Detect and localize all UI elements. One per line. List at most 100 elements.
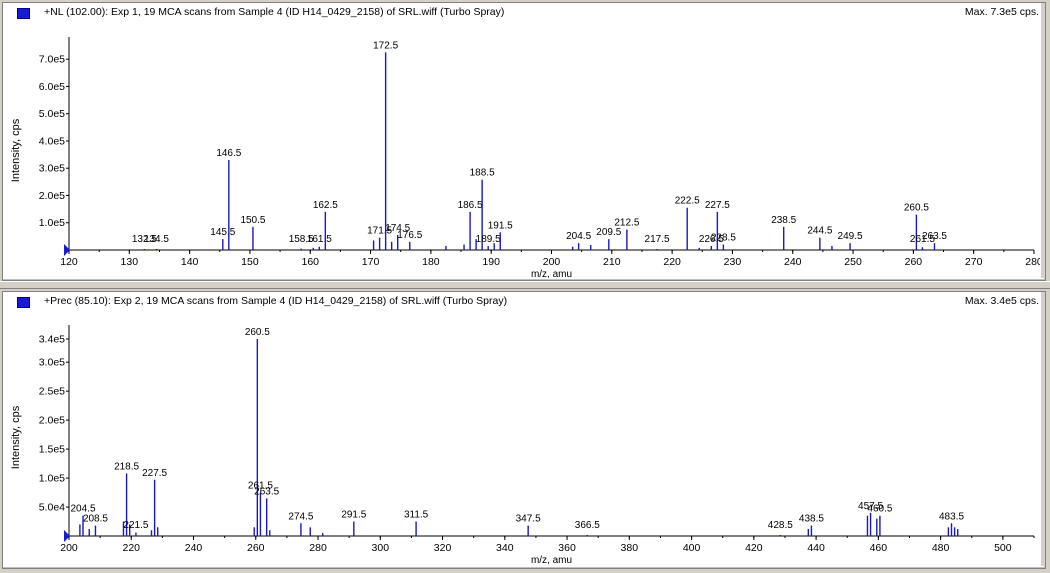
peak-label: 238.5 <box>771 215 796 226</box>
x-tick-label: 150 <box>241 256 259 268</box>
y-tick-label: 2.5e5 <box>39 386 65 398</box>
x-tick-label: 130 <box>121 256 139 268</box>
x-tick-label: 280 <box>309 542 327 554</box>
x-tick-label: 340 <box>496 542 514 554</box>
x-tick-label: 400 <box>683 542 701 554</box>
peak-label: 428.5 <box>768 520 793 531</box>
peak-label: 291.5 <box>341 510 366 521</box>
peak-label: 134.5 <box>144 234 169 245</box>
mass-spectrum-chart-2[interactable]: 200 220 240 260 280 300 320 340 360 380 400 420 440 4… <box>3 292 1043 566</box>
peak-label: 260.5 <box>245 327 270 338</box>
peak-label: 260.5 <box>904 203 929 214</box>
y-tick-label: 4.0e5 <box>39 135 65 147</box>
peak-label: 263.5 <box>254 486 279 497</box>
peak-label: 191.5 <box>488 220 513 231</box>
y-tick-label: 3.0e5 <box>39 357 65 369</box>
peak-label: 438.5 <box>799 514 824 525</box>
baseline-marker-icon[interactable] <box>64 530 70 542</box>
y-axis-title: Intensity, cps <box>10 118 22 182</box>
peak-label: 174.5 <box>385 223 410 234</box>
peak-label: 226.5 <box>699 234 724 245</box>
peak-label: 162.5 <box>313 200 338 211</box>
x-tick-label: 320 <box>434 542 452 554</box>
peak-label: 483.5 <box>939 511 964 522</box>
x-axis-title: m/z, amu <box>531 555 572 566</box>
y-tick-label: 2.0e5 <box>39 415 65 427</box>
x-tick-label: 240 <box>784 256 802 268</box>
x-tick-label: 220 <box>122 542 140 554</box>
x-tick-label: 280 <box>1025 256 1043 268</box>
x-tick-label: 220 <box>663 256 681 268</box>
peak-label: 171.5 <box>367 226 392 237</box>
x-tick-label: 180 <box>422 256 440 268</box>
panel-title: +NL (102.00): Exp 1, 19 MCA scans from S… <box>44 6 505 18</box>
peak-label: 188.5 <box>470 168 495 179</box>
peak-label: 158.5 <box>289 234 314 245</box>
peak-label: 366.5 <box>575 520 600 531</box>
x-tick-label: 160 <box>301 256 319 268</box>
peak-label: 311.5 <box>404 510 429 521</box>
panel-resize-edge[interactable] <box>1040 3 1045 278</box>
peak-label: 228.5 <box>711 233 736 244</box>
peak-label: 244.5 <box>807 226 832 237</box>
x-tick-label: 140 <box>181 256 199 268</box>
spectrum-icon <box>17 8 30 19</box>
baseline-marker-icon[interactable] <box>64 244 70 256</box>
spectrum-icon <box>17 297 30 308</box>
y-tick-label: 1.0e5 <box>39 473 65 485</box>
peak-label: 172.5 <box>373 40 398 51</box>
peak-label: 274.5 <box>288 511 313 522</box>
peak-label: 263.5 <box>922 231 947 242</box>
y-tick-label: 5.0e5 <box>39 108 65 120</box>
peak-label: 176.5 <box>397 230 422 241</box>
x-tick-label: 240 <box>185 542 203 554</box>
peak-label: 227.5 <box>705 200 730 211</box>
x-tick-label: 190 <box>482 256 500 268</box>
peak-label: 208.5 <box>83 514 108 525</box>
peak-label: 249.5 <box>838 231 863 242</box>
x-tick-label: 460 <box>870 542 888 554</box>
peak-label: 189.5 <box>476 234 501 245</box>
peak-label: 209.5 <box>596 227 621 238</box>
peak-label: 221.5 <box>123 520 148 531</box>
peak-label: 217.5 <box>645 234 670 245</box>
x-tick-label: 200 <box>60 542 78 554</box>
max-intensity-label: Max. 3.4e5 cps. <box>964 295 1039 307</box>
spectrum-panel-1[interactable]: +NL (102.00): Exp 1, 19 MCA scans from S… <box>2 2 1046 281</box>
x-tick-label: 270 <box>965 256 983 268</box>
x-tick-label: 230 <box>724 256 742 268</box>
max-intensity-label: Max. 7.3e5 cps. <box>964 6 1039 18</box>
x-tick-label: 260 <box>905 256 923 268</box>
y-axis-title: Intensity, cps <box>10 405 22 469</box>
peak-label: 457.5 <box>858 501 883 512</box>
x-tick-label: 200 <box>543 256 561 268</box>
peak-label: 460.5 <box>867 504 892 515</box>
x-tick-label: 440 <box>807 542 825 554</box>
x-tick-label: 360 <box>558 542 576 554</box>
panel-title: +Prec (85.10): Exp 2, 19 MCA scans from … <box>44 295 508 307</box>
mass-spectrum-chart-1[interactable]: 120 130 140 150 160 170 180 190 200 210 220 230 240 2… <box>3 3 1043 278</box>
x-axis-title: m/z, amu <box>531 269 572 278</box>
x-tick-label: 300 <box>372 542 390 554</box>
peak-label: 186.5 <box>458 200 483 211</box>
spectrum-panel-2[interactable]: +Prec (85.10): Exp 2, 19 MCA scans from … <box>2 291 1046 569</box>
peak-label: 218.5 <box>114 461 139 472</box>
y-tick-label: 5.0e4 <box>39 502 65 514</box>
x-tick-label: 170 <box>362 256 380 268</box>
panel-resize-edge[interactable] <box>1040 292 1045 566</box>
y-tick-label: 6.0e5 <box>39 81 65 93</box>
y-tick-label: 3.4e5 <box>39 334 65 346</box>
x-tick-label: 380 <box>621 542 639 554</box>
x-tick-label: 210 <box>603 256 621 268</box>
panel-splitter[interactable] <box>0 281 1050 289</box>
peak-label: 150.5 <box>240 215 265 226</box>
y-tick-label: 1.5e5 <box>39 444 65 456</box>
peak-label: 204.5 <box>70 504 95 515</box>
y-tick-label: 1.0e5 <box>39 217 65 229</box>
peak-label: 222.5 <box>675 196 700 207</box>
x-tick-label: 250 <box>844 256 862 268</box>
peak-label: 212.5 <box>614 218 639 229</box>
y-tick-label: 7.0e5 <box>39 54 65 66</box>
x-tick-label: 500 <box>994 542 1012 554</box>
peak-label: 227.5 <box>142 468 167 479</box>
